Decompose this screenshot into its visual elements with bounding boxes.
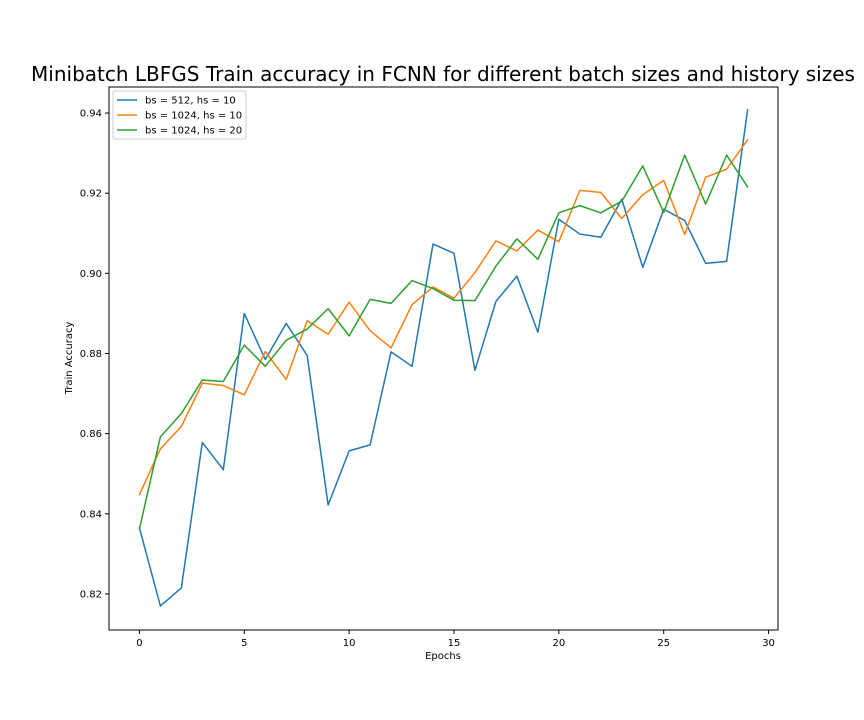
x-tick-label: 30 — [762, 638, 775, 649]
plot-frame — [108, 86, 779, 631]
x-axis-label: Epochs — [425, 651, 461, 662]
y-tick-label: 0.90 — [80, 269, 102, 280]
legend: bs = 512, hs = 10 bs = 1024, hs = 10 bs = … — [112, 90, 247, 140]
chart-title: Minibatch LBFGS Train accuracy in FCNN f… — [31, 62, 855, 86]
legend-label-2: bs = 1024, hs = 10 — [145, 111, 242, 122]
x-tick-label: 0 — [136, 638, 142, 649]
x-axis: 0 5 10 15 20 25 30 — [136, 630, 775, 649]
series-layer — [138, 108, 749, 607]
plot-area — [108, 86, 779, 631]
legend-label-3: bs = 1024, hs = 20 — [145, 126, 242, 137]
y-tick-label: 0.92 — [80, 189, 102, 200]
y-axis: 0.82 0.84 0.86 0.88 0.90 0.92 0.94 — [80, 109, 109, 600]
x-tick-label: 25 — [657, 638, 670, 649]
x-tick-label: 5 — [241, 638, 247, 649]
y-tick-label: 0.94 — [80, 109, 102, 120]
y-tick-label: 0.82 — [80, 589, 102, 600]
y-tick-label: 0.86 — [80, 429, 102, 440]
series-line-1 — [138, 108, 749, 607]
legend-box — [112, 90, 247, 140]
x-tick-label: 15 — [448, 638, 461, 649]
legend-label-1: bs = 512, hs = 10 — [145, 96, 236, 107]
series-line-2 — [138, 138, 749, 496]
x-tick-label: 20 — [552, 638, 565, 649]
series-line-3 — [138, 154, 749, 530]
legend-items: bs = 512, hs = 10 bs = 1024, hs = 10 bs = … — [117, 96, 242, 137]
y-tick-label: 0.88 — [80, 349, 102, 360]
y-tick-label: 0.84 — [80, 509, 102, 520]
y-axis-label: Train Accuracy — [64, 322, 75, 396]
x-tick-label: 10 — [343, 638, 356, 649]
